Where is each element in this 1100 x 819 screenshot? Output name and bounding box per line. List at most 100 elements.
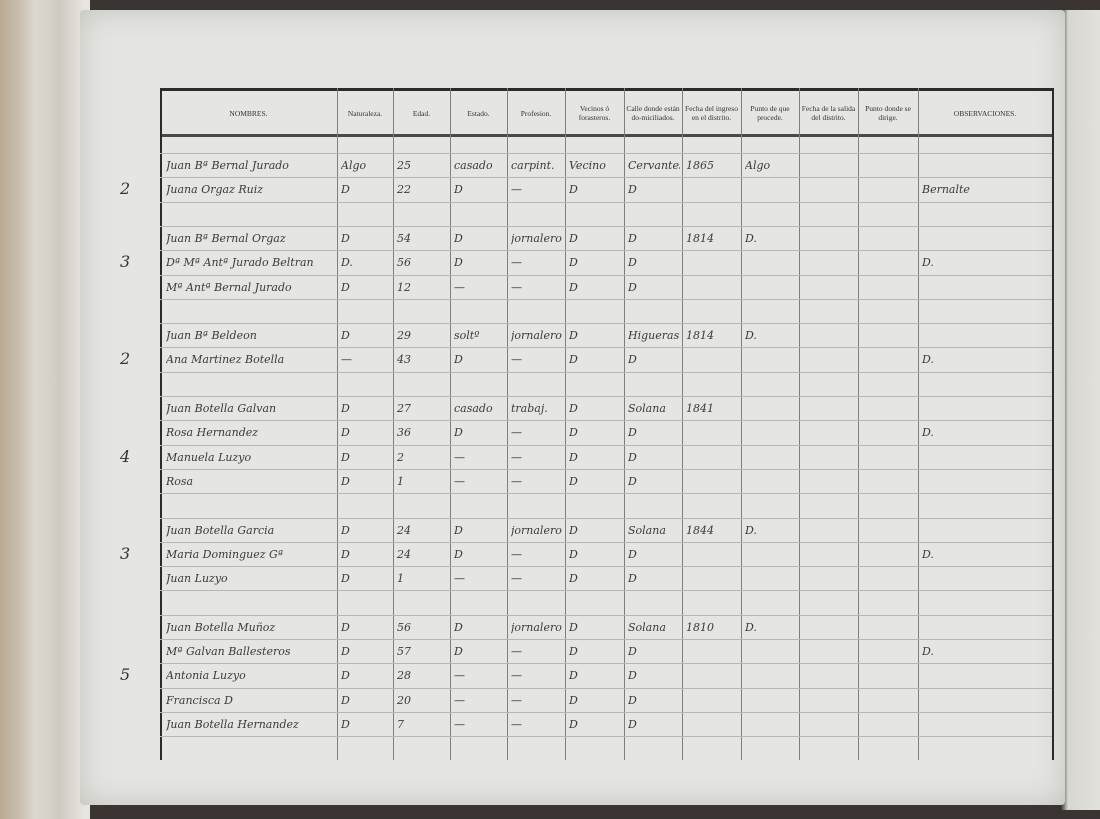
cell-nombres: Juan Botella Hernandez — [166, 717, 299, 731]
row-rule — [160, 711, 1052, 713]
cell-estado: — — [454, 717, 465, 731]
cell-naturaleza: D — [341, 231, 350, 245]
column-rule — [160, 88, 162, 760]
row-rule — [160, 201, 1052, 203]
cell-edad: 54 — [397, 231, 411, 245]
cell-edad: 36 — [397, 426, 411, 440]
header-rule — [160, 134, 1052, 137]
cell-calle: D — [628, 669, 637, 683]
cell-profesion: — — [511, 353, 522, 367]
cell-naturaleza: D — [341, 669, 350, 683]
header-nombres: NOMBRES. — [229, 108, 268, 118]
cell-vecinos: D — [569, 231, 578, 245]
cell-nombres: Francisca D — [166, 693, 233, 707]
cell-estado: — — [454, 474, 465, 488]
cell-estado: D — [454, 231, 463, 245]
cell-profesion: — — [511, 572, 522, 586]
header-observaciones: OBSERVACIONES. — [953, 108, 1017, 118]
cell-nombres: Juana Orgaz Ruiz — [166, 183, 264, 197]
row-rule — [160, 153, 1052, 154]
cell-edad: 25 — [397, 159, 411, 172]
cell-calle: D — [628, 231, 637, 245]
facing-page-edge — [1060, 10, 1100, 810]
cell-nombres: Juan Bª Beldeon — [166, 329, 257, 343]
row-rule — [160, 663, 1052, 665]
cell-profesion: — — [511, 280, 522, 294]
cell-vecinos: D — [569, 523, 578, 537]
header-estado: Estado. — [467, 108, 490, 118]
cell-estado: D — [454, 620, 463, 634]
column-rule — [918, 88, 919, 760]
cell-edad: 1 — [397, 572, 404, 586]
cell-nombres: Manuela Luzyo — [166, 450, 252, 464]
row-rule — [160, 177, 1052, 179]
cell-vecinos: D — [569, 669, 578, 683]
column-rule — [858, 88, 859, 760]
household-number: 5 — [120, 665, 131, 685]
cell-estado: D — [454, 256, 463, 270]
cell-profesion: trabaj. — [511, 402, 548, 415]
cell-vecinos: D — [569, 693, 578, 707]
cell-vecinos: D — [569, 256, 578, 270]
cell-profesion: — — [511, 450, 522, 464]
header-punto-dirige: Punto donde se dirige. — [865, 104, 911, 122]
cell-observaciones: D. — [922, 353, 934, 367]
cell-punto-procede: D. — [745, 329, 757, 343]
header-vecinos: Vecinos ó forasteros. — [578, 104, 611, 122]
cell-edad: 22 — [397, 183, 411, 197]
row-rule — [160, 250, 1052, 252]
cell-naturaleza: D — [341, 620, 350, 634]
cell-edad: 29 — [397, 329, 411, 343]
row-rule — [160, 493, 1052, 495]
cell-vecinos: D — [569, 474, 578, 488]
cell-profesion: — — [511, 426, 522, 440]
header-profesion: Profesion. — [520, 108, 552, 118]
row-rule — [160, 736, 1052, 738]
cell-calle: Higueras — [628, 329, 680, 343]
row-rule — [160, 225, 1052, 227]
header-naturaleza: Naturaleza. — [347, 108, 383, 118]
cell-vecinos: D — [569, 280, 578, 294]
column-rule — [565, 88, 566, 760]
cell-profesion: — — [511, 183, 522, 197]
cell-estado: D — [454, 183, 463, 197]
row-rule — [160, 566, 1052, 568]
cell-nombres: Juan Bª Bernal Jurado — [166, 159, 289, 172]
cell-nombres: Maria Dominguez Gª — [166, 547, 284, 561]
cell-estado: soltº — [454, 329, 480, 343]
cell-vecinos: Vecino — [569, 159, 606, 172]
register-page — [80, 10, 1065, 805]
cell-calle: D — [628, 717, 637, 731]
cell-estado: — — [454, 669, 465, 683]
cell-calle: D — [628, 256, 637, 270]
cell-profesion: jornalero — [511, 620, 562, 634]
row-rule — [160, 517, 1052, 519]
cell-observaciones: D. — [922, 256, 934, 270]
household-number: 2 — [120, 179, 131, 199]
cell-estado: — — [454, 693, 465, 707]
cell-naturaleza: D — [341, 402, 350, 415]
cell-punto-procede: D. — [745, 231, 757, 245]
cell-naturaleza: Algo — [341, 159, 367, 172]
cell-calle: Cervantes — [628, 159, 680, 172]
cell-naturaleza: — — [341, 353, 352, 367]
cell-naturaleza: D — [341, 645, 350, 658]
header-fecha-salida: Fecha de la salida del distrito. — [801, 104, 856, 122]
cell-naturaleza: D — [341, 523, 350, 537]
cell-estado: D — [454, 426, 463, 440]
cell-nombres: Juan Botella Garcia — [166, 523, 275, 537]
cell-profesion: — — [511, 693, 522, 707]
row-rule — [160, 444, 1052, 446]
cell-calle: Solana — [628, 402, 666, 415]
cell-vecinos: D — [569, 353, 578, 367]
cell-calle: D — [628, 474, 637, 488]
cell-nombres: Juan Botella Galvan — [166, 402, 277, 415]
row-rule — [160, 274, 1052, 276]
cell-profesion: — — [511, 256, 522, 270]
cell-edad: 43 — [397, 353, 411, 367]
cell-estado: — — [454, 280, 465, 294]
cell-vecinos: D — [569, 183, 578, 197]
cell-estado: D — [454, 547, 463, 561]
cell-profesion: — — [511, 547, 522, 561]
row-rule — [160, 347, 1052, 349]
